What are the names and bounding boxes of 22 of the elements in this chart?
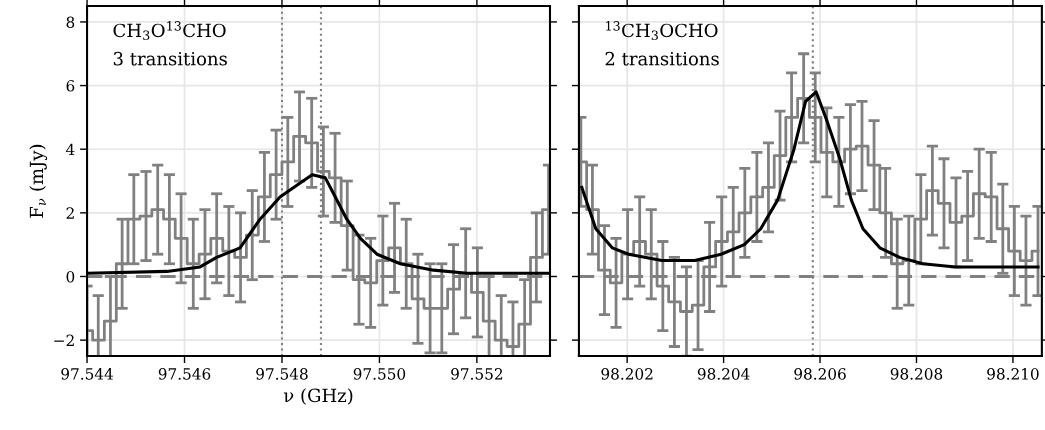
- annotation: 3 transitions: [113, 51, 227, 66]
- x-axis-title: ν (GHz): [283, 388, 353, 405]
- annotation: CH$_{3}$O$^{13}$CHO: [113, 21, 226, 41]
- x-tick-label: 97.552: [451, 368, 503, 380]
- x-tick-label: 98.202: [601, 368, 653, 380]
- y-tick-label: 0: [66, 270, 75, 283]
- y-tick-label: 2: [66, 207, 74, 219]
- y-tick-label: 8: [66, 16, 75, 28]
- y-tick-label: 4: [65, 143, 75, 156]
- y-tick-label: −2: [54, 334, 74, 346]
- annotation: 2 transitions: [605, 51, 719, 66]
- y-axis-title: F$_{ν}$ (mJy): [29, 144, 48, 218]
- x-tick-label: 97.546: [158, 368, 211, 380]
- x-tick-label: 98.204: [697, 368, 750, 380]
- x-tick-label: 97.544: [61, 368, 114, 380]
- x-tick-label: 97.550: [353, 368, 406, 380]
- x-tick-label: 97.548: [256, 368, 308, 380]
- y-tick-label: 6: [66, 80, 75, 92]
- x-tick-label: 98.206: [794, 368, 846, 380]
- x-tick-label: 98.210: [987, 368, 1039, 380]
- x-tick-label: 98.208: [890, 368, 943, 380]
- annotation: $^{13}$CH$_{3}$OCHO: [606, 21, 718, 41]
